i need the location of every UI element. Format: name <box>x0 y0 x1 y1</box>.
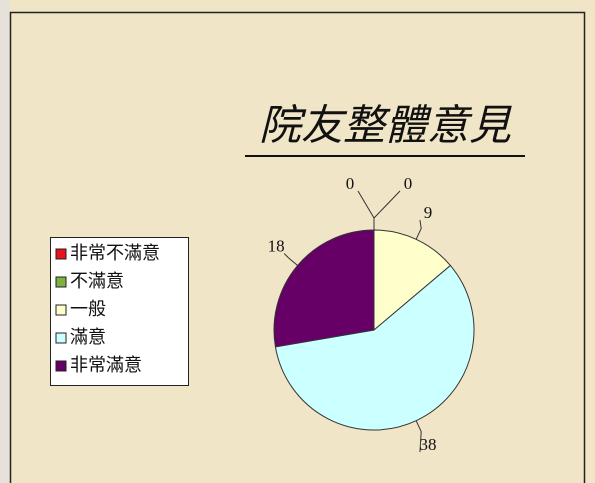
data-label: 9 <box>424 203 433 222</box>
data-label: 0 <box>404 174 413 193</box>
legend-swatch <box>55 248 67 260</box>
chart-title: 院友整體意見 <box>259 104 512 150</box>
legend-label: 滿意 <box>70 327 106 347</box>
legend <box>50 237 189 386</box>
legend-label: 一般 <box>70 299 106 319</box>
legend-label: 非常滿意 <box>70 355 142 375</box>
frame <box>9 11 586 483</box>
leader-line <box>415 420 422 453</box>
legend-swatch <box>55 276 67 288</box>
data-label: 0 <box>346 174 355 193</box>
leader-line <box>373 190 401 230</box>
leader-line <box>415 219 422 240</box>
leader-line <box>283 253 298 266</box>
pie-slice <box>274 264 475 431</box>
legend-label: 非常不滿意 <box>70 243 160 263</box>
data-label: 18 <box>268 236 285 255</box>
legend-swatch <box>55 332 67 344</box>
left-strip <box>0 0 10 483</box>
legend-swatch <box>55 360 67 372</box>
pie-slice <box>373 229 452 332</box>
legend-label: 不滿意 <box>70 271 124 291</box>
pie-slice <box>273 229 375 348</box>
data-label: 38 <box>419 435 436 454</box>
legend-swatch <box>55 304 67 316</box>
